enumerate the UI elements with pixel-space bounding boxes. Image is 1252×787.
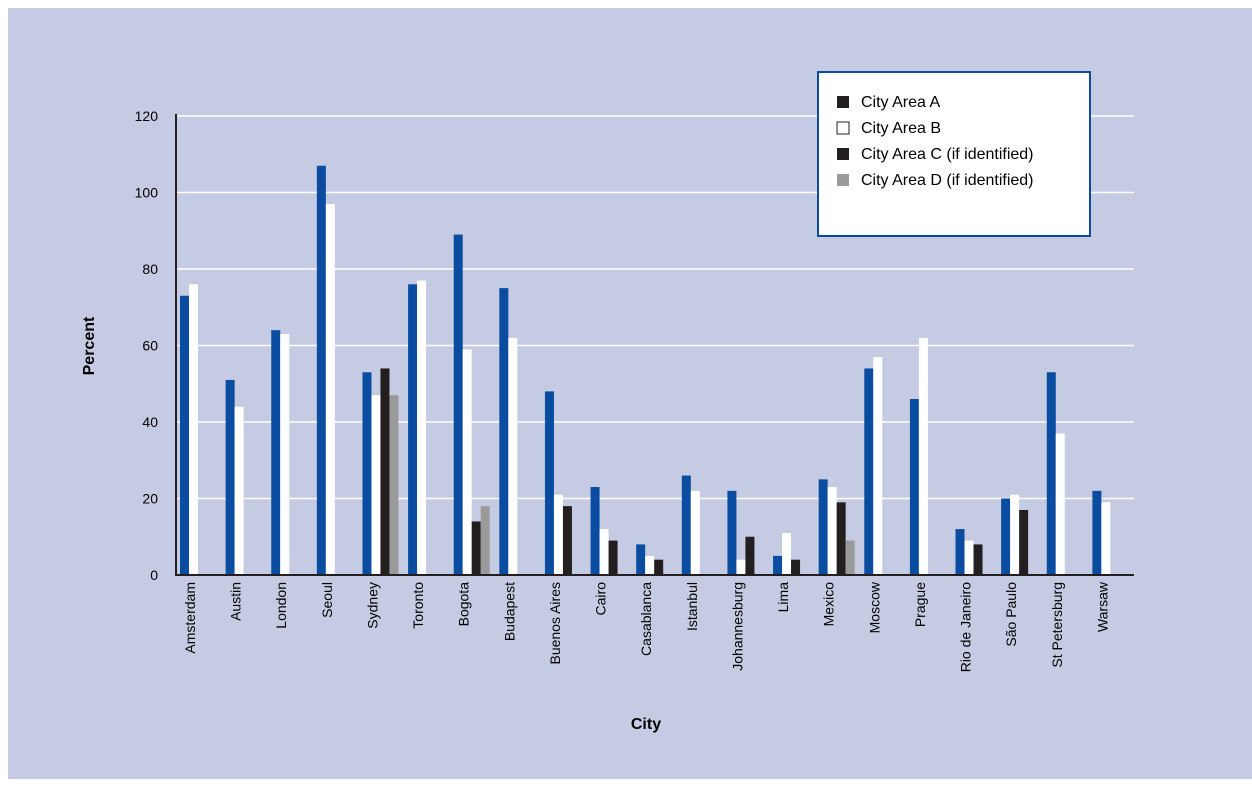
bar <box>599 529 609 575</box>
y-tick-label: 120 <box>135 108 159 124</box>
bar <box>690 490 700 575</box>
bar <box>782 532 792 575</box>
bar <box>608 540 618 575</box>
bar <box>1092 490 1102 575</box>
bar <box>371 395 381 575</box>
bar <box>362 372 372 575</box>
legend-swatch <box>836 121 850 135</box>
bar <box>462 349 472 575</box>
y-tick-label: 0 <box>150 567 158 583</box>
bar <box>973 544 983 575</box>
bar <box>316 165 326 575</box>
bar <box>636 544 646 575</box>
x-tick-label: Budapest <box>501 582 517 641</box>
legend-swatch <box>837 148 849 160</box>
bar <box>562 506 572 575</box>
x-tick-label: Johannesburg <box>729 582 745 671</box>
bar <box>845 540 855 575</box>
bar <box>864 368 874 575</box>
bar <box>180 295 189 575</box>
bar <box>1019 509 1029 575</box>
bar <box>380 368 390 575</box>
bar <box>836 502 846 575</box>
x-tick-label: St Petersburg <box>1049 582 1065 668</box>
y-tick-label: 100 <box>135 185 159 201</box>
x-axis-title: City <box>631 716 661 733</box>
bar <box>909 399 919 575</box>
bar <box>389 395 399 575</box>
bar <box>280 334 290 575</box>
bar <box>873 356 883 575</box>
bar <box>499 288 509 575</box>
y-axis-ticks: 0 20 40 60 80 100 120 <box>135 108 159 583</box>
legend-entry: City Area B <box>861 120 941 137</box>
x-tick-label: São Paulo <box>1003 582 1019 647</box>
bar <box>773 555 783 575</box>
x-tick-label: Buenos Aires <box>547 582 563 665</box>
x-axis-ticks: Amsterdam Austin London Seoul Sydney Toronto B… <box>182 581 1110 672</box>
x-tick-label: Amsterdam <box>182 582 198 654</box>
bar <box>325 203 335 575</box>
bar <box>727 490 737 575</box>
bar <box>681 475 691 575</box>
bar <box>271 330 281 575</box>
bar <box>544 391 554 575</box>
bar <box>1055 433 1065 575</box>
x-tick-label: Sydney <box>364 582 380 629</box>
bar <box>508 337 518 575</box>
bar <box>736 559 746 575</box>
x-tick-label: Lima <box>775 582 791 613</box>
y-tick-label: 20 <box>142 491 158 507</box>
y-tick-label: 60 <box>142 338 158 354</box>
bar <box>408 284 418 575</box>
legend: City Area A City Area B City Area C (if id… <box>817 71 1091 237</box>
bar <box>1101 502 1111 575</box>
bar <box>417 280 427 575</box>
bar <box>225 379 235 575</box>
x-tick-label: Mexico <box>821 582 837 627</box>
x-tick-label: Toronto <box>410 582 426 629</box>
x-tick-label: Cairo <box>593 582 609 616</box>
x-tick-label: London <box>273 582 289 629</box>
bar <box>654 559 664 575</box>
x-tick-label: Istanbul <box>684 582 700 631</box>
bar <box>553 494 563 575</box>
bar <box>791 559 801 575</box>
x-tick-label: Austin <box>228 582 244 621</box>
legend-box <box>817 71 1091 237</box>
bar <box>590 487 600 575</box>
bar <box>645 555 655 575</box>
bar <box>1010 494 1020 575</box>
x-tick-label: Seoul <box>319 582 335 618</box>
legend-entry: City Area A <box>861 94 940 111</box>
bars <box>180 165 1111 575</box>
bar <box>453 234 463 575</box>
legend-swatch <box>837 174 849 186</box>
x-tick-label: Warsaw <box>1094 581 1110 632</box>
y-tick-label: 40 <box>142 414 158 430</box>
bar <box>1046 372 1056 575</box>
bar <box>955 529 965 575</box>
x-tick-label: Prague <box>912 582 928 627</box>
legend-entry: City Area D (if identified) <box>861 172 1034 189</box>
legend-swatch <box>837 96 849 108</box>
y-axis-title: Percent <box>81 316 98 375</box>
bar <box>234 406 244 575</box>
bar <box>964 540 974 575</box>
bar <box>480 506 490 575</box>
x-tick-label: Rio de Janeiro <box>958 582 974 672</box>
legend-entry: City Area C (if identified) <box>861 146 1034 163</box>
bar <box>827 487 837 575</box>
bar <box>189 284 198 575</box>
x-tick-label: Casablanca <box>638 582 654 656</box>
bar <box>745 536 755 575</box>
bar <box>471 521 481 575</box>
y-tick-label: 80 <box>142 261 158 277</box>
bar <box>818 479 828 575</box>
x-tick-label: Moscow <box>866 581 882 633</box>
x-tick-label: Bogota <box>456 582 472 627</box>
bar <box>918 337 928 575</box>
bar <box>1001 498 1011 575</box>
